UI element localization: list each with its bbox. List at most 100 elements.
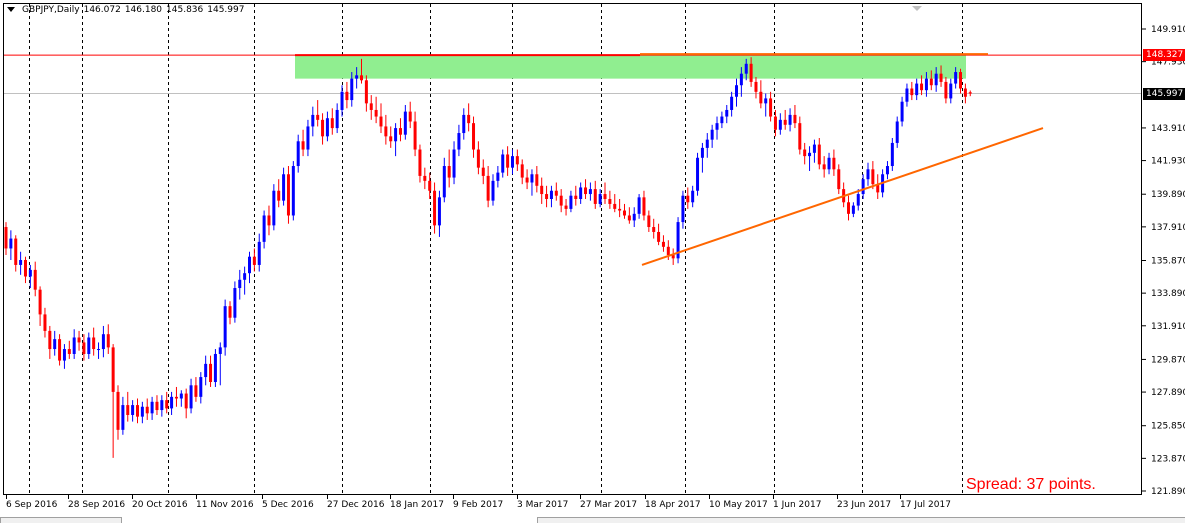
open-value: 146.072: [83, 5, 121, 15]
candle-body: [111, 347, 115, 392]
trendline[interactable]: [641, 127, 1044, 266]
candle-body: [559, 195, 563, 206]
candle-body: [885, 166, 889, 175]
candle-body: [379, 116, 383, 127]
candle-body: [666, 246, 670, 256]
candle-body: [773, 116, 777, 130]
candle-body: [199, 377, 203, 397]
candle-body: [325, 118, 329, 137]
candle-body: [929, 78, 933, 86]
candle-body: [403, 111, 407, 135]
candle-body: [28, 269, 32, 277]
candle-body: [433, 190, 437, 226]
trendline-line[interactable]: [641, 127, 1044, 266]
time-label: 9 Feb 2017: [453, 500, 503, 510]
candle-body: [618, 208, 622, 211]
candle-body: [900, 101, 904, 122]
candle-body: [23, 260, 27, 277]
candle-body: [345, 91, 349, 101]
candle-body: [661, 241, 665, 247]
candle-body: [520, 164, 524, 178]
candle-body: [14, 238, 18, 265]
price-label: 125.850: [1151, 422, 1185, 432]
candle-body: [467, 114, 471, 124]
candle-body: [194, 385, 198, 397]
vertical-grid: [29, 4, 963, 494]
candle-body: [364, 80, 368, 104]
candle-body: [759, 91, 763, 104]
candle-body: [642, 197, 646, 216]
candle-body: [481, 167, 485, 176]
time-label: 5 Dec 2016: [262, 500, 314, 510]
candle-body: [584, 187, 588, 195]
low-value: 145.836: [166, 5, 204, 15]
candle-body: [622, 210, 626, 216]
candle-body: [696, 157, 700, 191]
time-label: 27 Mar 2017: [580, 500, 637, 510]
candle-body: [296, 141, 300, 167]
candle-body: [549, 190, 553, 199]
candle-body: [808, 152, 812, 157]
candle-body: [472, 123, 476, 150]
spread-label: Spread: 37 points.: [966, 476, 1096, 493]
candle-body: [291, 166, 295, 216]
candle-body: [598, 194, 602, 204]
bottom-tab-right[interactable]: [537, 517, 1185, 523]
candle-body: [588, 189, 592, 195]
price-label: 147.930: [1151, 58, 1185, 68]
time-label: 18 Jan 2017: [390, 500, 444, 510]
candle-body: [574, 195, 578, 199]
candle-body: [496, 172, 500, 181]
candle-body: [462, 114, 466, 134]
candle-body: [155, 401, 159, 411]
candle-body: [959, 72, 963, 89]
scroll-marker-icon: [912, 6, 922, 11]
chart-menu-arrow-icon[interactable]: [7, 7, 15, 12]
time-label: 27 Dec 2016: [327, 500, 385, 510]
candle-body: [769, 98, 773, 117]
candle-body: [739, 73, 743, 86]
time-label: 28 Sep 2016: [68, 500, 125, 510]
candle-body: [632, 213, 636, 221]
candle-body: [213, 353, 217, 383]
candle-body: [160, 400, 164, 411]
candle-body: [715, 123, 719, 130]
bottom-tab-left[interactable]: [0, 517, 122, 523]
candle-body: [33, 269, 37, 290]
price-label: 133.890: [1151, 289, 1185, 299]
candle-body: [778, 119, 782, 130]
price-label: 129.870: [1151, 355, 1185, 365]
candle-body: [637, 197, 641, 214]
candles: [4, 57, 972, 458]
candle-body: [510, 156, 514, 168]
candle-body: [832, 157, 836, 170]
candle-body: [491, 180, 495, 201]
current-price-tag: 145.997: [1143, 87, 1185, 100]
candle-body: [647, 215, 651, 228]
candle-body: [116, 391, 120, 430]
candle-body: [145, 406, 149, 414]
time-axis: 6 Sep 2016 28 Sep 2016 20 Oct 2016 11 Nov 2…: [6, 494, 951, 510]
candle-body: [691, 190, 695, 203]
candle-body: [949, 83, 953, 99]
candle-body: [252, 256, 256, 265]
candle-body: [48, 330, 52, 350]
close-value: 145.997: [207, 5, 245, 15]
time-label: 18 Apr 2017: [645, 500, 701, 510]
price-label: 139.890: [1151, 190, 1185, 200]
candle-body: [165, 400, 169, 409]
candle-body: [593, 189, 597, 204]
candle-body: [267, 215, 271, 226]
candle-body: [223, 306, 227, 348]
candle-body: [442, 166, 446, 198]
candle-body: [62, 349, 66, 361]
candle-body: [277, 190, 281, 201]
candle-body: [788, 114, 792, 125]
price-label: 149.910: [1151, 25, 1185, 35]
candle-body: [101, 334, 105, 350]
candle-body: [939, 73, 943, 82]
candle-body: [905, 88, 909, 102]
candle-body: [9, 238, 13, 249]
